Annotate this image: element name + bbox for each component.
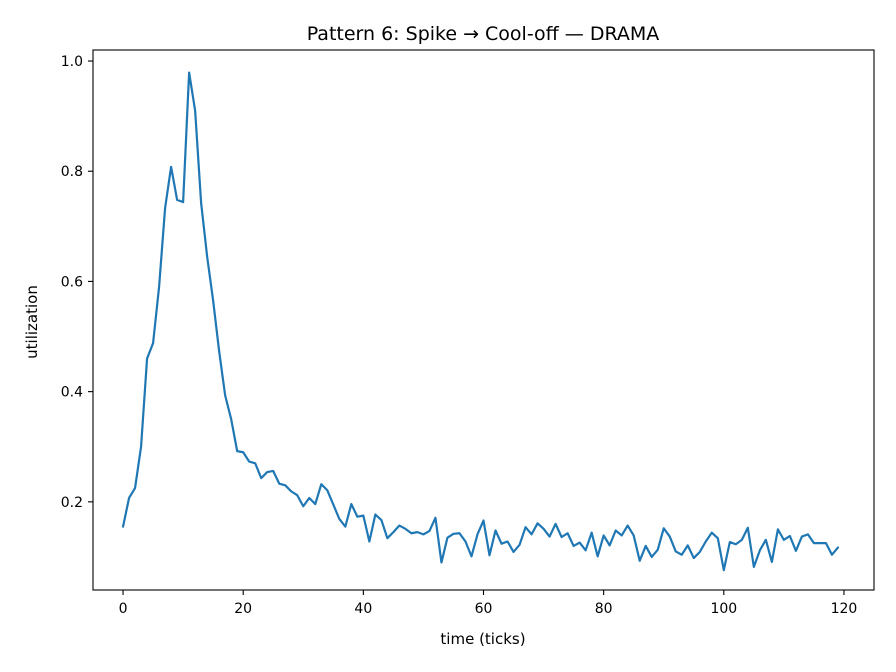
axis-ticks: 0 20 40 60 80 100 120 0.2 0.4 0.6 0.8 1.0 [61, 54, 858, 617]
chart-title: Pattern 6: Spike → Cool-off — DRAMA [307, 23, 660, 45]
x-tick-label: 120 [831, 601, 858, 617]
x-axis-label: time (ticks) [440, 630, 525, 648]
x-tick-label: 60 [475, 601, 493, 617]
y-tick-label: 1.0 [61, 54, 83, 70]
x-tick-label: 80 [595, 601, 613, 617]
x-tick-label: 40 [354, 601, 372, 617]
y-tick-label: 0.8 [61, 164, 83, 180]
x-tick-label: 100 [710, 601, 737, 617]
y-tick-label: 0.2 [61, 495, 83, 511]
y-axis-label: utilization [23, 285, 41, 359]
y-tick-label: 0.6 [61, 274, 83, 290]
x-tick-label: 0 [119, 601, 128, 617]
series-line-0 [121, 71, 840, 572]
y-tick-label: 0.4 [61, 385, 83, 401]
x-tick-label: 20 [234, 601, 252, 617]
